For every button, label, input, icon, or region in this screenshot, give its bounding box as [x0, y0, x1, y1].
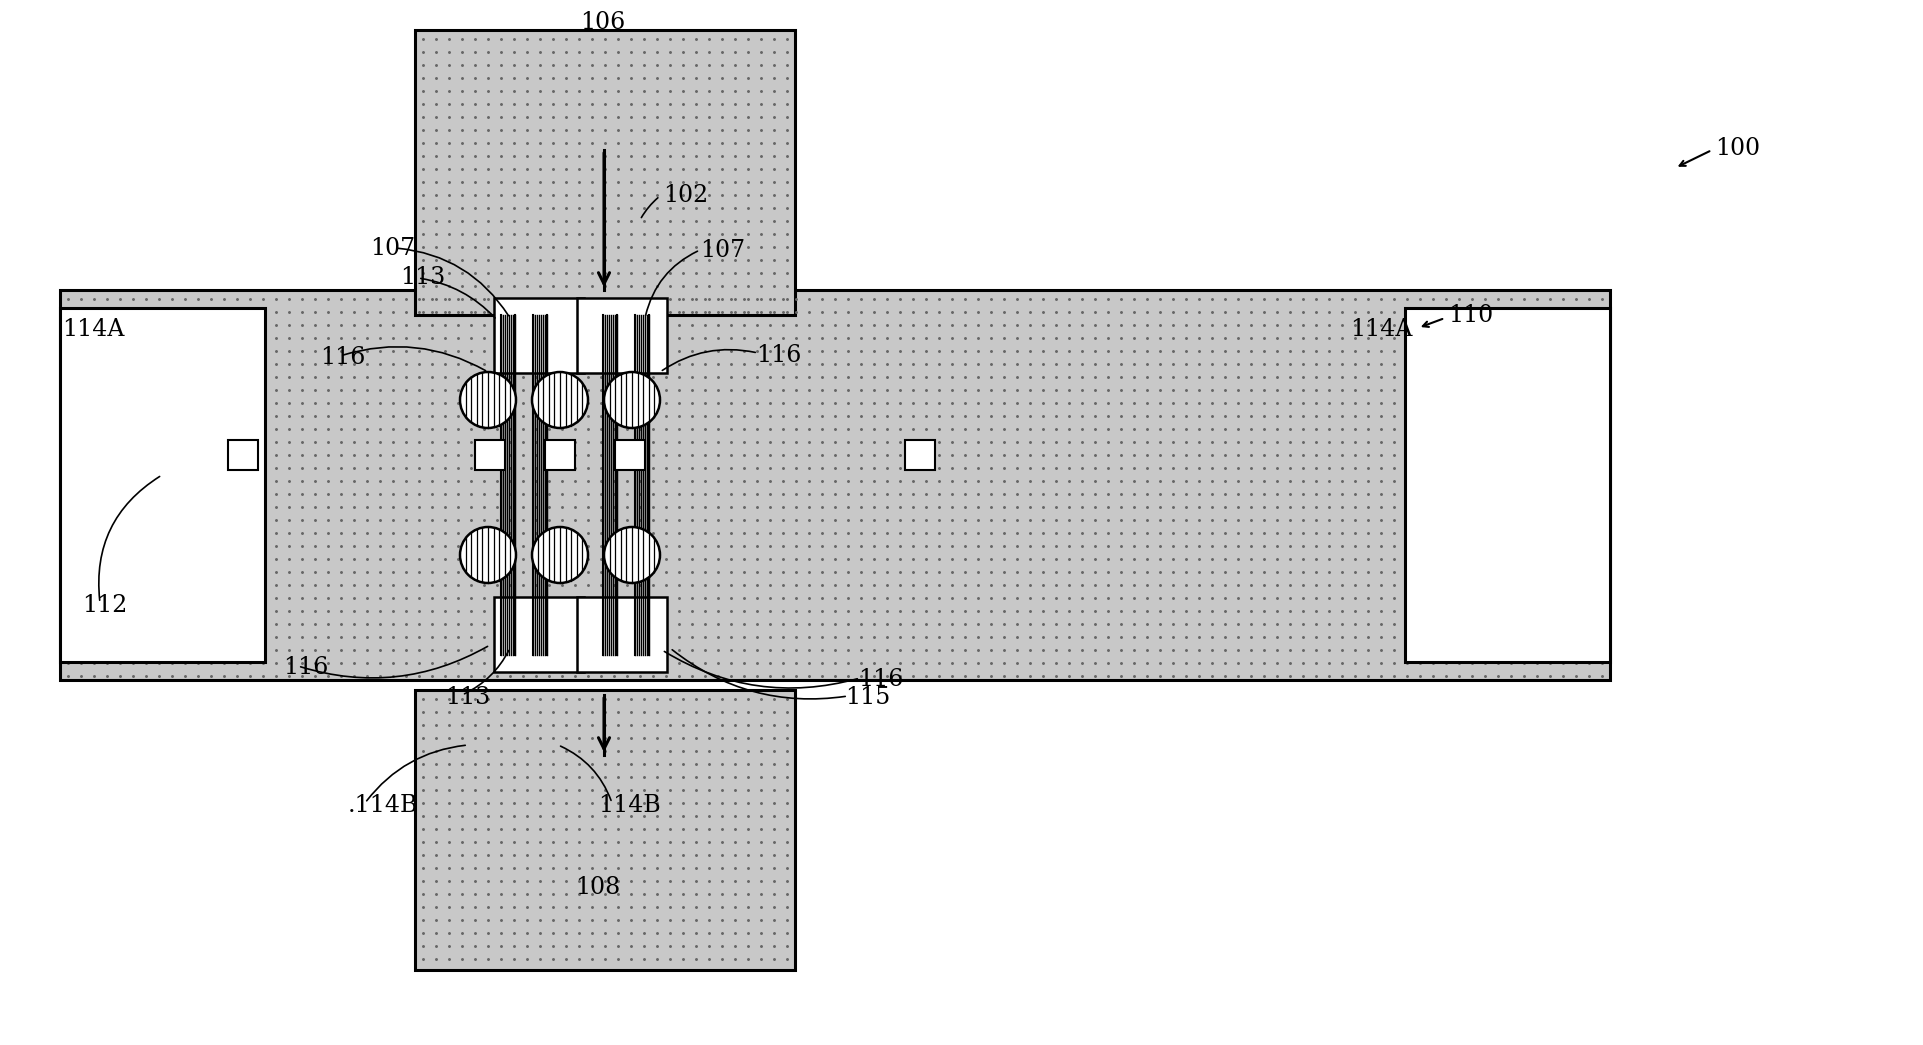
Circle shape — [460, 372, 515, 428]
Circle shape — [460, 527, 515, 583]
Circle shape — [604, 372, 660, 428]
Text: 113: 113 — [444, 686, 490, 709]
Circle shape — [533, 372, 588, 428]
Text: 116: 116 — [858, 669, 904, 692]
Text: 112: 112 — [83, 594, 127, 617]
Text: 116: 116 — [319, 347, 365, 370]
Bar — [494, 298, 585, 373]
Text: 107: 107 — [369, 236, 415, 259]
Text: 113: 113 — [400, 266, 444, 289]
Text: .114B: .114B — [348, 793, 417, 816]
Bar — [904, 440, 935, 470]
Circle shape — [604, 527, 660, 583]
Bar — [577, 298, 667, 373]
Bar — [615, 440, 644, 470]
Text: 116: 116 — [283, 656, 329, 679]
Bar — [60, 291, 1610, 680]
Bar — [577, 597, 667, 672]
Bar — [415, 30, 794, 315]
Bar — [1404, 308, 1610, 661]
Text: 102: 102 — [663, 184, 708, 207]
Text: 100: 100 — [1713, 137, 1760, 160]
Text: 114A: 114A — [62, 319, 125, 342]
Bar — [229, 440, 258, 470]
Text: 114A: 114A — [1350, 319, 1411, 342]
Text: 108: 108 — [575, 877, 621, 900]
Bar — [475, 440, 504, 470]
Text: 114B: 114B — [598, 793, 660, 816]
Text: 116: 116 — [756, 344, 802, 367]
Bar — [544, 440, 575, 470]
Bar — [494, 597, 585, 672]
Circle shape — [533, 527, 588, 583]
Text: 106: 106 — [581, 10, 625, 33]
Text: 107: 107 — [700, 238, 744, 261]
Text: 115: 115 — [844, 687, 890, 710]
Text: 110: 110 — [1448, 303, 1492, 326]
Bar — [60, 308, 265, 661]
Bar — [415, 690, 794, 970]
